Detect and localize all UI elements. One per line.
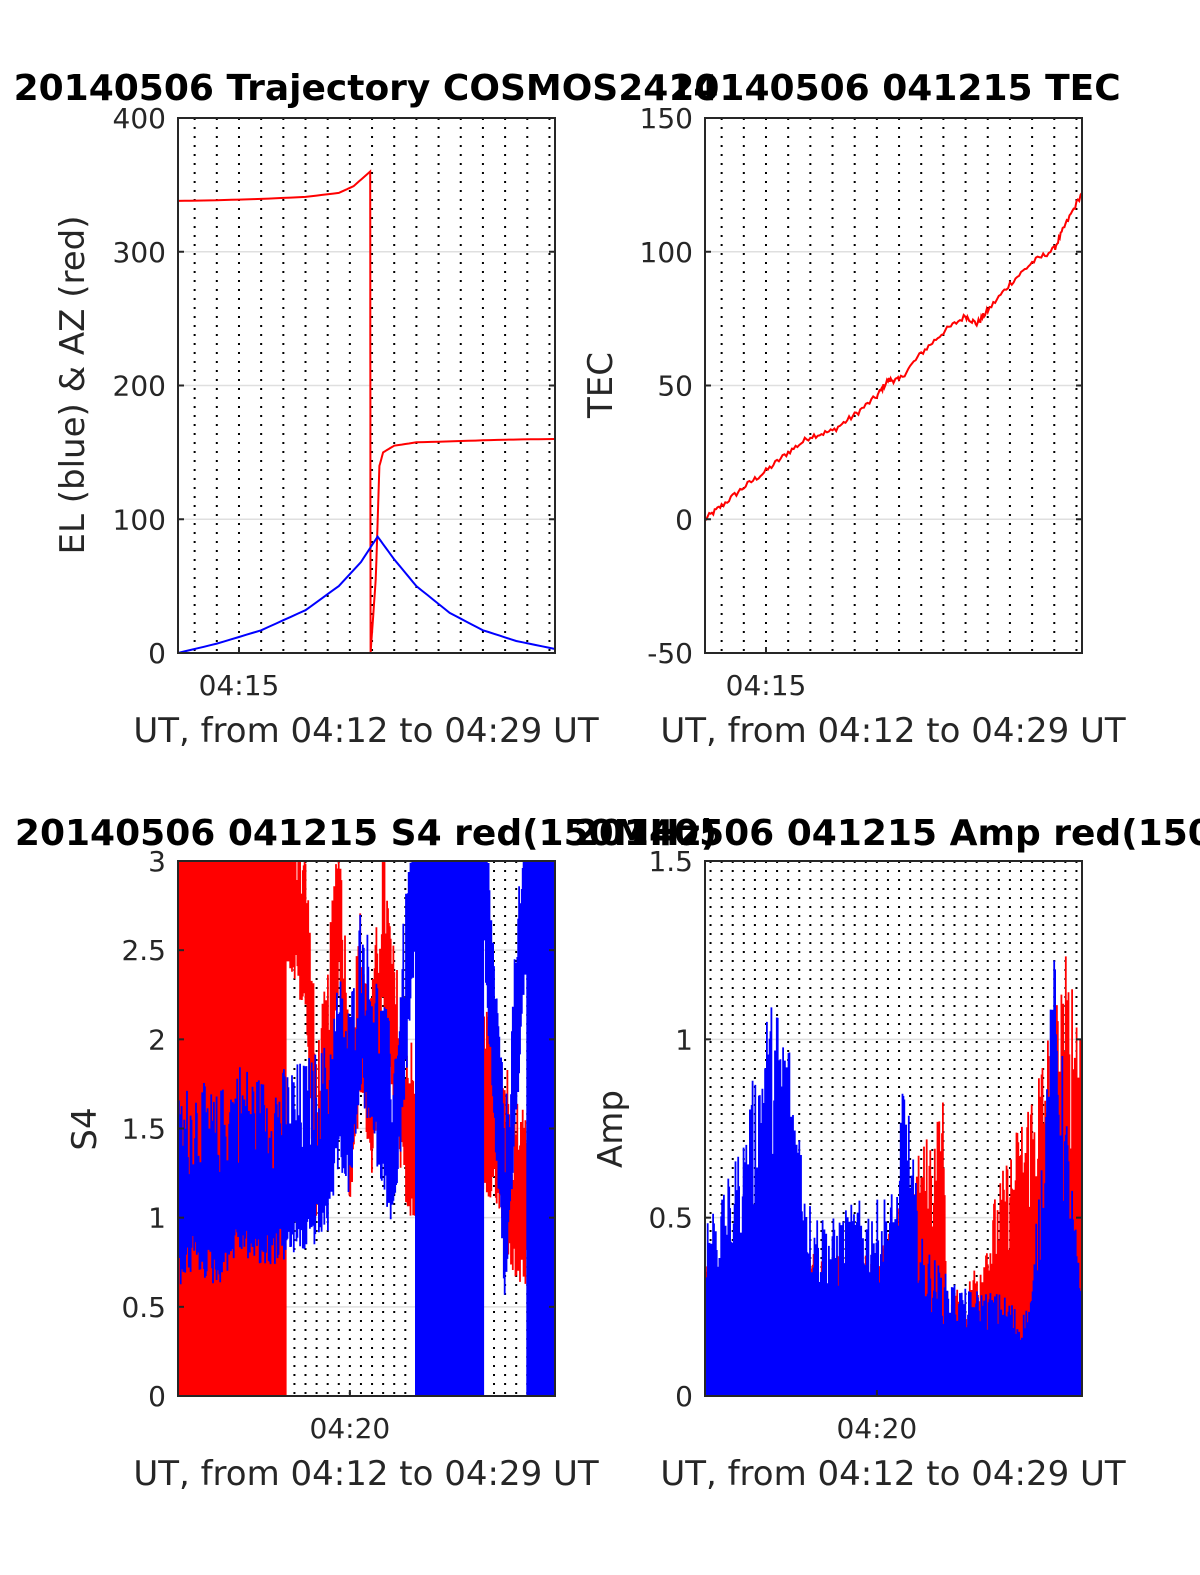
s4-panel: 0 0.5 1 1.5 2 2.5 3 04:20 20140506 041215 S4 r… — [15, 813, 717, 1494]
amp-ytick-label: 1 — [675, 1023, 693, 1056]
amp-yticks: 0 0.5 1 1.5 — [648, 845, 1082, 1413]
s4-xticks: 04:20 — [310, 1390, 391, 1445]
s4-ylabel: S4 — [65, 1107, 105, 1150]
amp-ytick-label: 0 — [675, 1380, 693, 1413]
amp-xtick-label: 04:20 — [837, 1412, 918, 1445]
trajectory-grid — [178, 118, 555, 653]
s4-ytick-label: 0 — [148, 1380, 166, 1413]
s4-ytick-label: 0.5 — [121, 1291, 166, 1324]
trajectory-xtick-label: 04:15 — [199, 669, 280, 702]
s4-ytick-label: 2 — [148, 1023, 166, 1056]
trajectory-ytick-label: 400 — [113, 102, 166, 135]
tec-grid — [705, 118, 1082, 653]
trajectory-ytick-label: 200 — [113, 370, 166, 403]
amp-xticks: 04:20 — [837, 1390, 918, 1445]
trajectory-series-blue — [177, 534, 556, 654]
trajectory-series-red — [177, 169, 556, 654]
tec-xticks: 04:15 — [726, 647, 807, 702]
tec-xtick-label: 04:15 — [726, 669, 807, 702]
tec-panel: -50 0 50 100 150 04:15 20140506 041215 TEC U… — [581, 68, 1126, 751]
amp-ylabel: Amp — [591, 1090, 631, 1168]
trajectory-yticks: 0 100 200 300 400 — [113, 102, 555, 670]
s4-xlabel: UT, from 04:12 to 04:29 UT — [133, 1454, 599, 1494]
trajectory-ytick-label: 0 — [148, 637, 166, 670]
s4-xtick-label: 04:20 — [310, 1412, 391, 1445]
amp-ytick-label: 0.5 — [648, 1202, 693, 1235]
tec-ylabel: TEC — [581, 352, 621, 419]
s4-ytick-label: 1.5 — [121, 1113, 166, 1146]
s4-ytick-label: 1 — [148, 1202, 166, 1235]
tec-ytick-label: -50 — [647, 637, 693, 670]
amp-axes-frame — [704, 860, 1083, 1397]
amp-xlabel: UT, from 04:12 to 04:29 UT — [660, 1454, 1126, 1494]
trajectory-series — [177, 169, 556, 654]
s4-yticks: 0 0.5 1 1.5 2 2.5 3 — [121, 845, 555, 1413]
s4-ytick-label: 2.5 — [121, 934, 166, 967]
trajectory-xlabel: UT, from 04:12 to 04:29 UT — [133, 711, 599, 751]
amp-panel: 0 0.5 1 1.5 04:20 20140506 041215 Amp red(1… — [574, 813, 1200, 1494]
tec-series-red — [704, 192, 1083, 521]
s4-title: 20140506 041215 S4 red(150MHz) — [15, 813, 717, 854]
trajectory-title: 20140506 Trajectory COSMOS2414 — [14, 68, 719, 109]
trajectory-ytick-label: 300 — [113, 236, 166, 269]
tec-xlabel: UT, from 04:12 to 04:29 UT — [660, 711, 1126, 751]
trajectory-ylabel: EL (blue) & AZ (red) — [53, 215, 93, 554]
tec-yticks: -50 0 50 100 150 — [640, 102, 1082, 670]
tec-title: 20140506 041215 TEC — [669, 68, 1120, 109]
tec-ytick-label: 100 — [640, 236, 693, 269]
tec-series — [704, 192, 1083, 521]
tec-ytick-label: 50 — [657, 370, 693, 403]
tec-ytick-label: 150 — [640, 102, 693, 135]
s4-ytick-label: 3 — [148, 845, 166, 878]
tec-ytick-label: 0 — [675, 503, 693, 536]
trajectory-xticks: 04:15 — [199, 647, 280, 702]
amp-title: 20140506 041215 Amp red(150MHz) — [574, 813, 1200, 854]
trajectory-ytick-label: 100 — [113, 503, 166, 536]
trajectory-panel: 0 100 200 300 400 04:15 20140506 Trajectory … — [14, 68, 719, 751]
amp-ytick-label: 1.5 — [648, 845, 693, 878]
